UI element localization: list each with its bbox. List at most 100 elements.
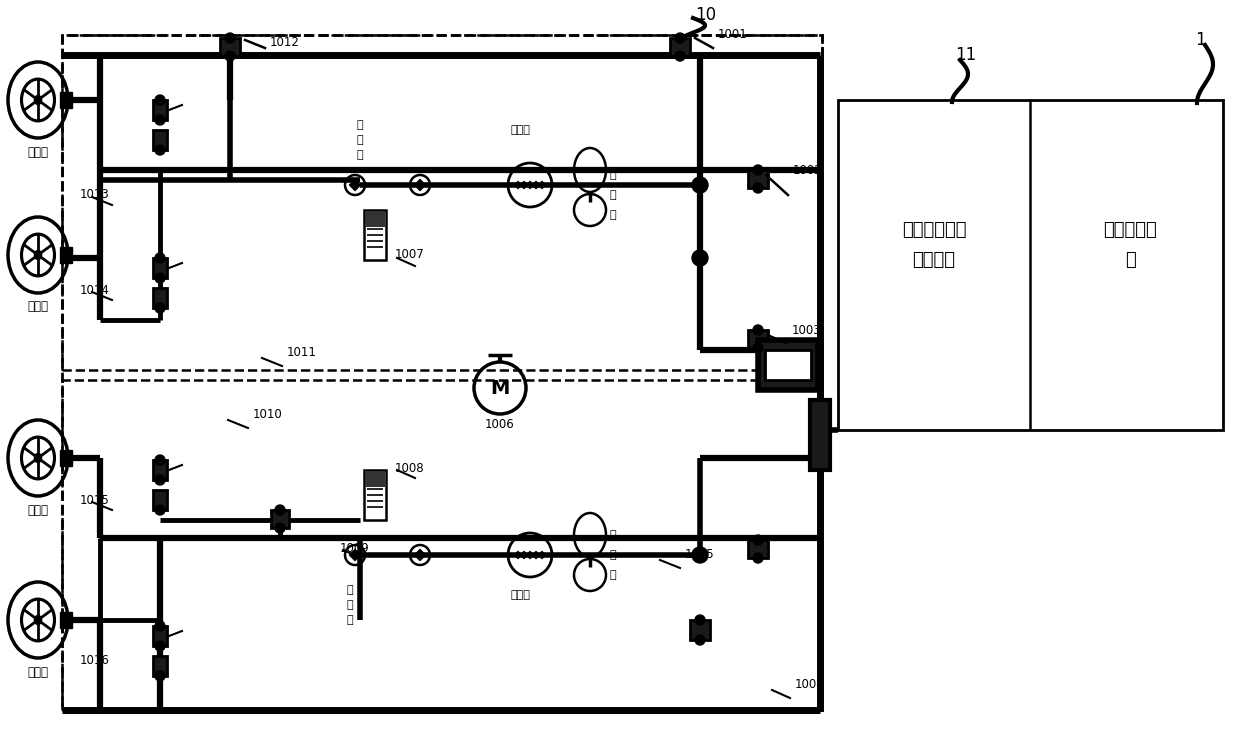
Polygon shape: [348, 549, 361, 561]
Circle shape: [694, 615, 706, 625]
Text: 单: 单: [357, 120, 363, 130]
Bar: [748, 170, 768, 188]
Polygon shape: [532, 551, 539, 559]
Text: 10: 10: [694, 6, 717, 24]
Text: 1002: 1002: [794, 163, 823, 177]
Polygon shape: [414, 179, 427, 191]
Text: 尼: 尼: [610, 550, 616, 560]
Circle shape: [275, 523, 285, 533]
Text: 1003: 1003: [792, 323, 822, 336]
Circle shape: [275, 505, 285, 515]
Bar: [272, 510, 289, 528]
Polygon shape: [348, 179, 361, 191]
Ellipse shape: [35, 616, 42, 625]
Text: 1014: 1014: [81, 284, 110, 297]
Circle shape: [155, 505, 165, 515]
Bar: [62, 35, 822, 370]
Circle shape: [675, 33, 684, 43]
Text: 尼: 尼: [610, 190, 616, 200]
Circle shape: [224, 33, 236, 43]
Circle shape: [753, 553, 763, 563]
Text: 1011: 1011: [286, 347, 317, 359]
Circle shape: [224, 51, 236, 61]
Bar: [60, 247, 72, 263]
Circle shape: [753, 183, 763, 193]
Bar: [758, 340, 818, 390]
Bar: [60, 612, 72, 628]
Bar: [765, 350, 811, 380]
Text: 阀: 阀: [347, 615, 353, 625]
Text: 11: 11: [955, 46, 976, 64]
Bar: [153, 490, 167, 510]
Circle shape: [753, 535, 763, 545]
Text: 右前轮: 右前轮: [27, 504, 48, 517]
Circle shape: [753, 325, 763, 335]
Text: 阻: 阻: [610, 170, 616, 180]
Polygon shape: [538, 551, 546, 559]
Polygon shape: [526, 551, 534, 559]
Bar: [365, 210, 386, 260]
Bar: [153, 626, 167, 646]
Text: 单: 单: [347, 585, 353, 595]
Circle shape: [155, 115, 165, 125]
Text: 1009: 1009: [340, 542, 370, 554]
Bar: [153, 656, 167, 676]
Bar: [838, 100, 1223, 430]
Text: 阻: 阻: [610, 530, 616, 540]
Circle shape: [675, 51, 684, 61]
Text: 左前轮: 左前轮: [27, 145, 48, 158]
Circle shape: [155, 273, 165, 283]
Text: 制动蹏板总: 制动蹏板总: [1104, 221, 1157, 239]
Circle shape: [155, 303, 165, 313]
Circle shape: [753, 165, 763, 175]
Bar: [365, 470, 386, 520]
Circle shape: [753, 343, 763, 353]
Text: 1005: 1005: [684, 548, 714, 561]
Text: 制动系统执行: 制动系统执行: [901, 221, 966, 239]
Text: 机构总成: 机构总成: [913, 251, 956, 269]
Circle shape: [155, 621, 165, 631]
Text: 1001: 1001: [718, 29, 748, 42]
Polygon shape: [515, 551, 522, 559]
Bar: [153, 460, 167, 480]
Bar: [670, 38, 689, 56]
Bar: [153, 288, 167, 308]
Circle shape: [694, 635, 706, 645]
Bar: [60, 450, 72, 466]
Text: 柱塞泵: 柱塞泵: [510, 590, 529, 600]
Text: 1007: 1007: [396, 248, 425, 262]
Circle shape: [155, 671, 165, 681]
Polygon shape: [520, 551, 528, 559]
Bar: [365, 211, 384, 227]
Circle shape: [155, 455, 165, 465]
Text: 1013: 1013: [81, 188, 110, 202]
Polygon shape: [526, 181, 534, 189]
Text: 1015: 1015: [81, 493, 110, 507]
Text: 阀: 阀: [357, 150, 363, 160]
Bar: [748, 540, 768, 558]
Circle shape: [692, 547, 708, 563]
Text: 向: 向: [357, 135, 363, 145]
Bar: [365, 471, 384, 487]
Polygon shape: [538, 181, 546, 189]
Polygon shape: [532, 181, 539, 189]
Bar: [689, 620, 711, 640]
Polygon shape: [520, 181, 528, 189]
Text: 器: 器: [610, 570, 616, 580]
Circle shape: [692, 177, 708, 193]
Text: 成: 成: [1125, 251, 1136, 269]
Text: 1006: 1006: [485, 419, 515, 432]
Text: 左后轮: 左后轮: [27, 666, 48, 679]
Bar: [219, 38, 241, 56]
Bar: [748, 330, 768, 348]
Text: 柱塞泵: 柱塞泵: [510, 125, 529, 135]
Circle shape: [155, 641, 165, 651]
Circle shape: [155, 253, 165, 263]
Text: 器: 器: [610, 210, 616, 220]
Polygon shape: [414, 549, 427, 561]
Ellipse shape: [35, 251, 42, 259]
Text: 1016: 1016: [81, 654, 110, 666]
Text: 1: 1: [1195, 31, 1205, 49]
Circle shape: [692, 250, 708, 266]
Text: 1008: 1008: [396, 462, 424, 474]
